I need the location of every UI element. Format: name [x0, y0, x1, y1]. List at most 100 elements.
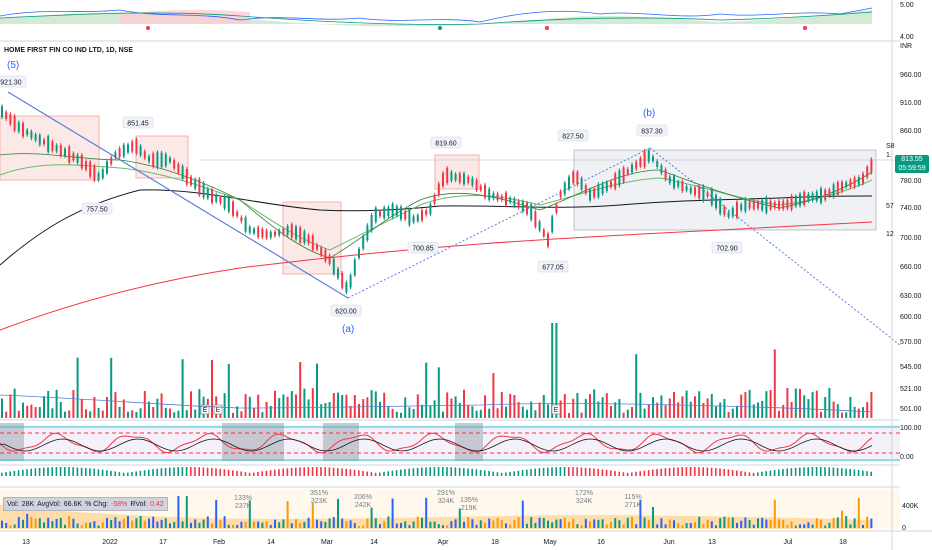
price-label-text: 837.30	[641, 129, 663, 136]
candle-body	[635, 161, 638, 169]
volume-bar	[471, 519, 474, 528]
avgvol-label: AvgVol:	[37, 500, 61, 508]
volume-bar	[349, 405, 352, 418]
volume-bar	[639, 499, 642, 528]
candle-body	[135, 139, 138, 154]
candle-body	[391, 203, 394, 218]
volume-bar	[824, 525, 827, 528]
momentum-bar	[505, 472, 507, 476]
momentum-bar	[862, 470, 864, 476]
volume-bar	[177, 410, 180, 418]
price-scale-label: 600.00	[900, 314, 922, 321]
volume-bar	[379, 401, 381, 418]
candle-body	[668, 176, 671, 184]
momentum-bar	[639, 471, 641, 476]
volume-bar	[223, 393, 226, 418]
volume-bar	[719, 402, 722, 418]
price-scale-label: 630.00	[900, 293, 922, 300]
volume-bar	[13, 388, 16, 418]
price-scale-label: 700.00	[900, 235, 922, 242]
price-scale[interactable]: 5.00 4.00 INR 960.00 910.00 860.00 780.00 740.0…	[886, 2, 922, 532]
candle-body	[164, 154, 167, 166]
momentum-bar	[194, 467, 196, 476]
momentum-bar	[601, 469, 604, 476]
volume-bar	[836, 404, 839, 418]
volume-bar	[316, 363, 318, 418]
volume-bar	[677, 523, 680, 528]
price-label-text: 677.05	[542, 265, 564, 272]
candle-body	[740, 204, 743, 211]
volume-bar	[148, 401, 150, 418]
volume-bar	[828, 522, 831, 528]
momentum-bar	[685, 467, 688, 476]
candle-body	[89, 161, 92, 177]
volume-bar	[828, 388, 831, 418]
momentum-bar	[673, 467, 675, 476]
time-axis-label: 13	[22, 539, 30, 546]
volume-bar	[437, 367, 440, 418]
volume-bar	[93, 397, 96, 418]
candle-body	[610, 181, 612, 188]
volume-bar	[337, 498, 339, 528]
momentum-bar	[47, 467, 49, 476]
volume-bar	[458, 508, 461, 528]
volume-bar	[202, 519, 205, 528]
volume-bar	[782, 519, 785, 528]
momentum-bar	[698, 467, 700, 476]
momentum-bar	[76, 467, 79, 476]
candle-body	[51, 141, 54, 151]
momentum-bar	[366, 471, 368, 476]
volume-bar	[475, 524, 478, 528]
momentum-bar	[664, 468, 667, 476]
volume-bar	[681, 396, 684, 418]
volume-bar	[55, 518, 58, 528]
volume-bar	[778, 410, 780, 418]
momentum-bar	[1, 472, 3, 476]
volume-bar	[811, 524, 814, 528]
volume-bar	[803, 395, 806, 418]
volume-bar	[236, 406, 239, 418]
momentum-bar	[164, 467, 167, 476]
momentum-bar	[391, 470, 394, 476]
candle-body	[458, 173, 461, 183]
volume-bar	[316, 519, 318, 528]
momentum-bar	[866, 471, 868, 476]
volume-bar	[702, 523, 705, 528]
volume-bar	[857, 498, 860, 528]
momentum-bar	[500, 472, 503, 476]
candle-body	[240, 217, 243, 222]
candle-body	[496, 193, 499, 201]
momentum-bar	[450, 467, 452, 476]
candle-body	[299, 227, 302, 243]
earnings-marker	[551, 404, 561, 415]
volume-bar	[362, 525, 365, 528]
candle-body	[710, 189, 713, 205]
volume-bar	[610, 521, 612, 528]
momentum-bar	[429, 467, 431, 476]
volume-bar	[299, 522, 302, 528]
volume-bar	[563, 517, 566, 528]
volume-bar	[509, 524, 512, 528]
volume-bar	[110, 519, 113, 528]
volume-bar	[232, 412, 234, 418]
momentum-bar	[752, 472, 755, 476]
volume-bar	[127, 516, 129, 528]
momentum-bar	[568, 467, 570, 476]
time-axis[interactable]: 13 2022 17 Feb 14 Mar 14 Apr 18 May 16 Jun 13 Jul 18	[22, 539, 847, 546]
candle-body	[1, 106, 3, 118]
volume-bar	[34, 518, 37, 528]
volume-bar	[752, 404, 755, 418]
volume-bar	[261, 412, 264, 418]
candle-body	[290, 224, 293, 238]
candle-body	[190, 176, 192, 185]
volume-bar	[870, 518, 873, 528]
volume-bar	[429, 521, 432, 528]
volume-bar	[769, 390, 772, 418]
candle-body	[517, 200, 520, 208]
momentum-bar	[643, 470, 646, 476]
candle-body	[223, 196, 226, 209]
volume-bar	[744, 392, 747, 418]
candle-body	[639, 158, 642, 167]
candle-body	[236, 211, 239, 217]
